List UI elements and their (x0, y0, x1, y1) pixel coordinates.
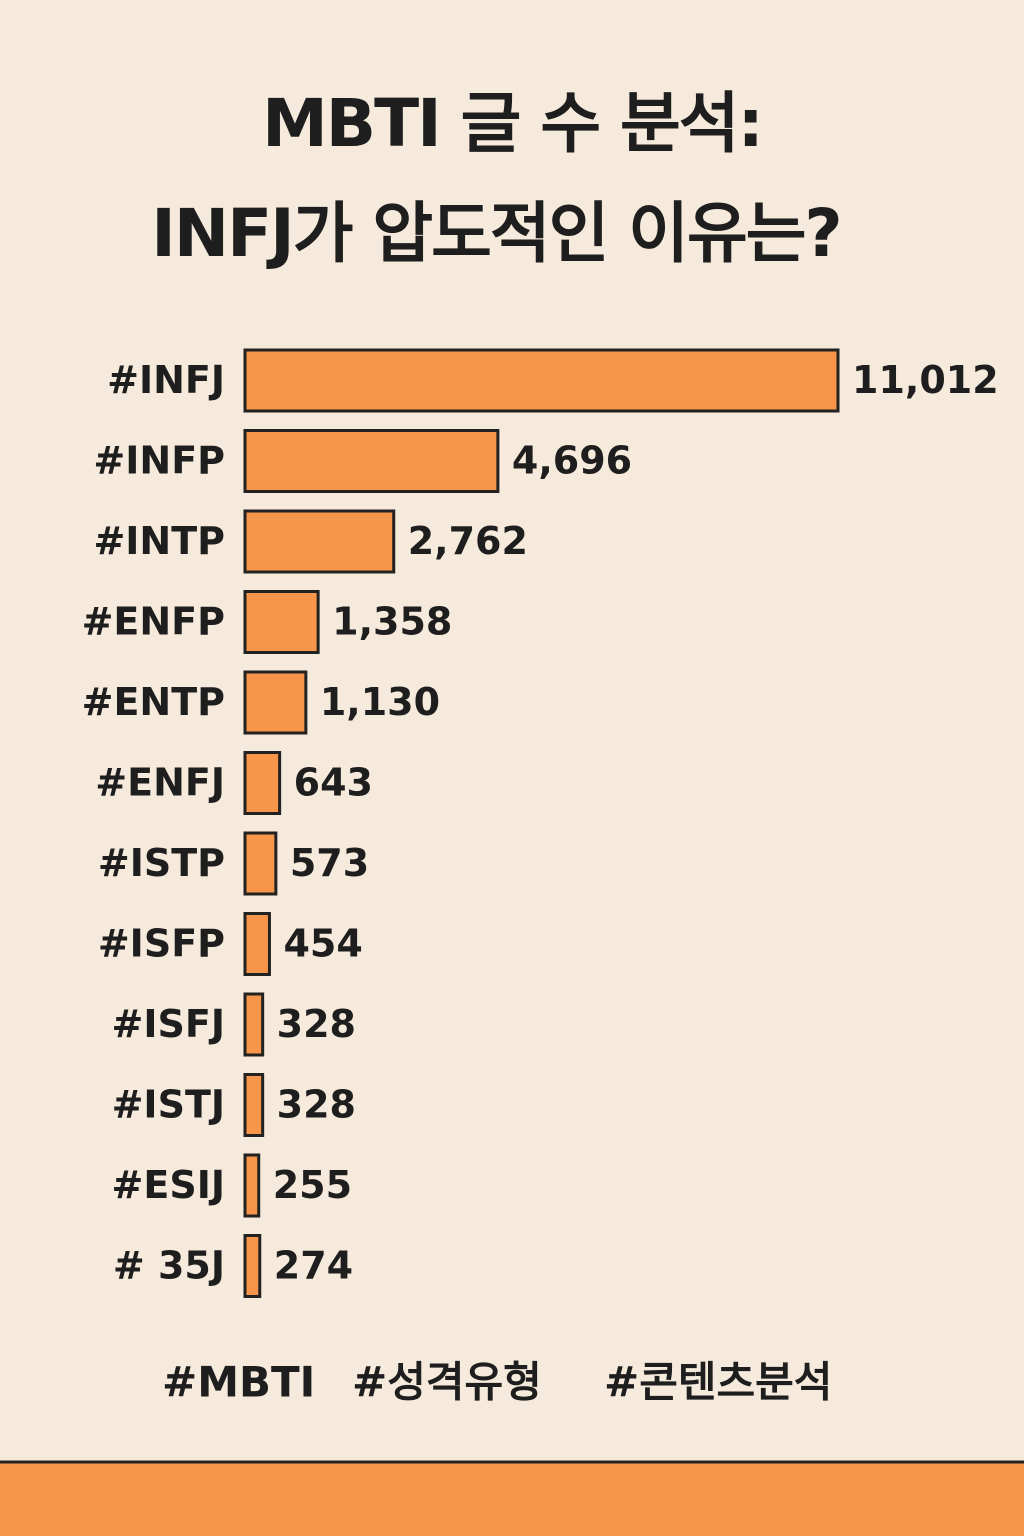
value-label: 643 (294, 761, 373, 805)
bar (243, 429, 500, 493)
value-label: 1,358 (332, 600, 452, 644)
value-label: 328 (277, 1083, 356, 1127)
category-label: #INFP (93, 439, 225, 483)
bar (243, 992, 265, 1057)
category-label: #ISFJ (112, 1002, 225, 1046)
footer-band (0, 1462, 1024, 1536)
value-label: 4,696 (512, 439, 632, 483)
bar (243, 1153, 261, 1218)
category-label: #INFJ (107, 358, 225, 402)
hashtag: #콘텐츠분석 (604, 1358, 832, 1407)
category-label: #ESIJ (112, 1163, 225, 1207)
value-label: 2,762 (408, 519, 528, 563)
category-label: #ISTJ (112, 1083, 225, 1127)
hashtag: #성격유형 (352, 1358, 542, 1407)
category-label: #ISFP (98, 922, 225, 966)
category-label: #ENFP (82, 600, 225, 644)
value-label: 1,130 (320, 680, 440, 724)
bar (243, 912, 271, 976)
bar (243, 590, 320, 654)
category-label: #INTP (93, 519, 225, 563)
bar (243, 509, 396, 574)
value-label: 11,012 (852, 358, 999, 402)
category-label: #ENTP (82, 680, 225, 724)
category-label: # 35J (113, 1244, 225, 1288)
value-label: 454 (283, 922, 362, 966)
bar (243, 751, 282, 815)
chart-title: MBTI 글 수 분석: (262, 85, 762, 162)
value-label: 255 (273, 1163, 352, 1207)
value-label: 328 (277, 1002, 356, 1046)
category-label: #ENFJ (95, 761, 225, 805)
bar (243, 1234, 262, 1298)
value-label: 573 (290, 841, 369, 885)
bar (243, 348, 840, 413)
hashtag: #MBTI (162, 1358, 315, 1407)
value-label: 274 (274, 1244, 353, 1288)
bar (243, 670, 308, 735)
bar (243, 831, 278, 896)
bar (243, 1073, 265, 1137)
category-label: #ISTP (98, 841, 225, 885)
chart-title: INFJ가 압도적인 이유는? (151, 195, 840, 272)
